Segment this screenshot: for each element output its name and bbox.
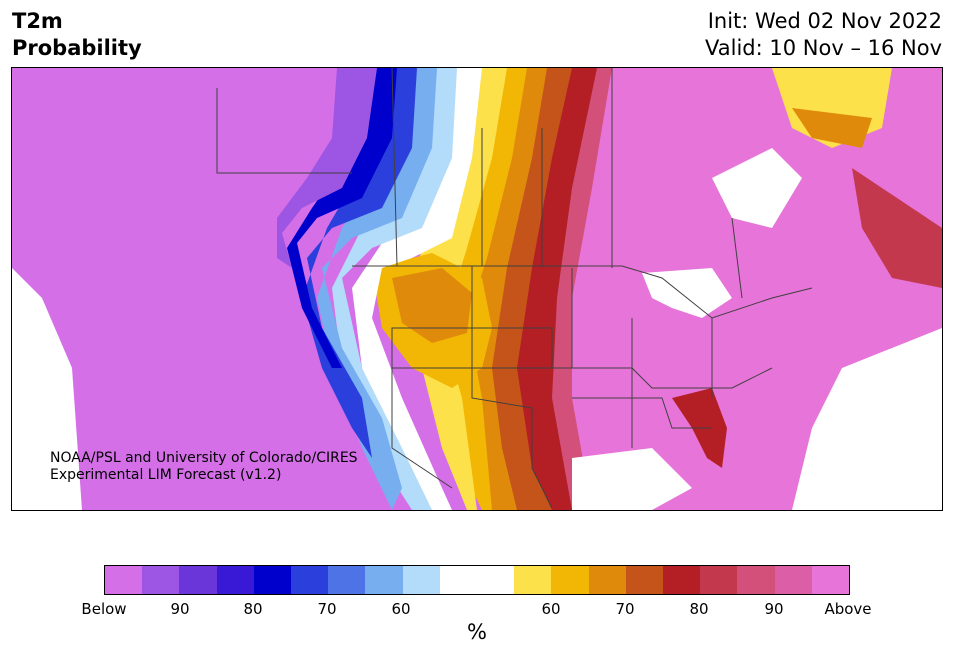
colorbar-segment xyxy=(253,566,292,594)
colorbar-tick-label: Above xyxy=(824,600,872,618)
atlantic-ocean xyxy=(792,328,942,510)
colorbar xyxy=(104,565,850,595)
colorbar-segment xyxy=(774,566,812,594)
credit-text: NOAA/PSL and University of Colorado/CIRE… xyxy=(50,450,358,484)
below-80-band xyxy=(287,68,397,368)
colorbar-segment xyxy=(216,566,254,594)
colorbar-tick-label: 70 xyxy=(615,600,635,618)
colorbar-segment xyxy=(514,566,552,594)
colorbar-segment xyxy=(439,566,478,594)
colorbar-unit: % xyxy=(467,620,487,644)
neutral-band xyxy=(352,68,482,510)
colorbar-segment xyxy=(179,566,217,594)
pacific-ocean xyxy=(12,268,82,510)
init-date: Init: Wed 02 Nov 2022 xyxy=(707,9,942,33)
colorbar-segment xyxy=(328,566,366,594)
colorbar-segment xyxy=(625,566,664,594)
colorbar-segment xyxy=(551,566,589,594)
forecast-dates: Init: Wed 02 Nov 2022 Valid: 10 Nov – 16… xyxy=(705,8,942,62)
colorbar-tick-label: 80 xyxy=(243,600,263,618)
gulf-of-mexico xyxy=(572,448,692,510)
colorbar-tick-label: 90 xyxy=(170,600,190,618)
colorbar-segment xyxy=(402,566,440,594)
colorbar-segment xyxy=(291,566,329,594)
colorbar-tick-label: 80 xyxy=(689,600,709,618)
greenland-warm-core xyxy=(792,108,872,148)
map-title: T2m Probability xyxy=(12,8,142,62)
below-90-band xyxy=(277,68,377,268)
colorbar-segment xyxy=(811,566,850,594)
title-type: Probability xyxy=(12,36,142,60)
colorbar-tick-label: Below xyxy=(81,600,127,618)
colorbar-segment xyxy=(737,566,775,594)
colorbar-segment xyxy=(142,566,180,594)
probability-map: NOAA/PSL and University of Colorado/CIRE… xyxy=(11,67,943,511)
credit-line-2: Experimental LIM Forecast (v1.2) xyxy=(50,467,282,483)
west-warm-core xyxy=(392,268,472,343)
colorbar-segment xyxy=(105,566,143,594)
colorbar-segment xyxy=(663,566,701,594)
colorbar-tick-label: 60 xyxy=(541,600,561,618)
colorbar-segment xyxy=(477,566,515,594)
valid-range: Valid: 10 Nov – 16 Nov xyxy=(705,36,942,60)
colorbar-tick-label: 90 xyxy=(764,600,784,618)
colorbar-tick-label: 60 xyxy=(391,600,411,618)
maritimes-warm xyxy=(852,168,942,288)
political-borders xyxy=(216,68,813,509)
title-variable: T2m xyxy=(12,9,63,33)
colorbar-segment xyxy=(365,566,403,594)
colorbar-segment xyxy=(588,566,626,594)
map-canvas xyxy=(12,68,942,510)
colorbar-segment xyxy=(700,566,738,594)
colorbar-tick-label: 70 xyxy=(317,600,337,618)
hudson-bay xyxy=(712,148,802,228)
credit-line-1: NOAA/PSL and University of Colorado/CIRE… xyxy=(50,450,358,466)
